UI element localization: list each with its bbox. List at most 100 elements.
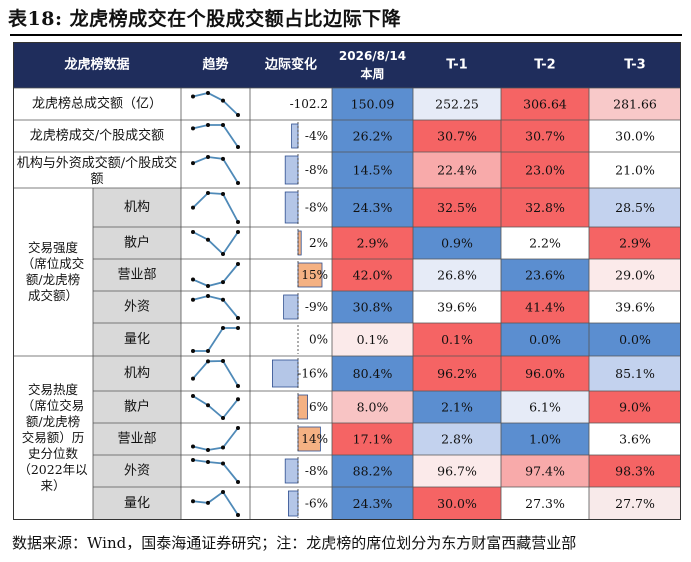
value-cell	[332, 455, 413, 487]
change-value: -8%	[305, 464, 328, 478]
change-value: -6%	[305, 497, 328, 511]
change-bar	[284, 191, 299, 224]
sparkline-point	[236, 262, 240, 266]
value-cell	[501, 120, 589, 152]
sparkline-point	[221, 192, 225, 197]
sparkline-point	[221, 461, 225, 466]
value-cell	[332, 152, 413, 188]
value-text: 27.3%	[525, 496, 565, 511]
header-current-date: 2026/8/14	[339, 49, 406, 63]
value-cell	[501, 227, 589, 259]
value-cell	[589, 455, 681, 487]
value-cell	[332, 227, 413, 259]
row-label-cell	[93, 188, 181, 227]
header-t2: T-2	[534, 58, 555, 73]
value-cell	[501, 487, 589, 520]
change-bar	[291, 123, 299, 149]
change-bar	[284, 458, 299, 484]
row-label-cell	[93, 259, 181, 291]
sparkline-point	[236, 181, 240, 185]
sparkline-point	[206, 403, 210, 408]
value-cell	[332, 188, 413, 227]
value-cell	[413, 188, 501, 227]
row-label: 营业部	[117, 432, 156, 447]
table-title: 表18: 龙虎榜成交在个股成交额占比边际下降	[8, 8, 402, 30]
value-text: 27.7%	[615, 496, 655, 511]
value-cell	[589, 487, 681, 520]
value-cell	[589, 391, 681, 423]
value-cell	[501, 356, 589, 391]
header-t1: T-1	[446, 58, 467, 73]
value-cell	[501, 455, 589, 487]
value-cell	[589, 188, 681, 227]
sparkline-trend	[192, 124, 239, 148]
row-label-cell	[93, 356, 181, 391]
value-cell	[501, 88, 589, 120]
value-cell	[589, 323, 681, 356]
value-text: 30.8%	[353, 300, 393, 315]
value-text: 0.1%	[441, 332, 473, 347]
value-cell	[589, 356, 681, 391]
value-text: 2.2%	[529, 236, 561, 251]
value-text: 98.3%	[615, 464, 655, 479]
value-cell	[413, 323, 501, 356]
value-text: 2.9%	[619, 236, 651, 251]
change-value: -8%	[305, 163, 328, 177]
value-text: 39.6%	[615, 300, 655, 315]
value-text: 281.66	[613, 97, 657, 112]
change-value: 2%	[309, 236, 328, 250]
value-cell	[413, 423, 501, 455]
sparkline-trend	[192, 490, 239, 516]
value-text: 96.2%	[437, 366, 477, 381]
sparkline-point	[236, 316, 240, 320]
value-text: 306.64	[523, 97, 567, 112]
sparkline-point	[236, 384, 240, 388]
sparkline-point	[236, 480, 240, 484]
value-text: 8.0%	[357, 400, 389, 415]
value-text: 32.8%	[525, 200, 565, 215]
sparkline-trend	[192, 395, 239, 420]
sparkline-point	[221, 252, 225, 256]
value-text: 6.1%	[529, 400, 561, 415]
change-bar	[287, 490, 299, 517]
value-text: 42.0%	[353, 268, 393, 283]
value-cell	[332, 391, 413, 423]
change-value: 15%	[301, 268, 328, 282]
sparkline-point	[206, 359, 210, 364]
change-bar	[297, 394, 309, 420]
table-svg: 龙虎榜数据 趋势 边际变化 2026/8/14 本周 T-1 T-2 T-3 交易强度（席位成交…	[13, 42, 681, 520]
sparkline-point	[191, 297, 195, 302]
value-text: 41.4%	[525, 300, 565, 315]
sparkline-point	[221, 359, 225, 363]
value-cell	[413, 487, 501, 520]
sparkline-point	[221, 123, 225, 127]
value-cell	[413, 259, 501, 291]
row-label: 龙虎榜总成交额（亿）	[32, 96, 162, 112]
longhubang-table: 龙虎榜数据 趋势 边际变化 2026/8/14 本周 T-1 T-2 T-3 交易强度（席位成交…	[13, 42, 681, 520]
sparkline-point	[191, 205, 195, 210]
value-text: 17.1%	[353, 432, 393, 447]
sparkline-trend	[193, 327, 238, 352]
change-value: -16%	[297, 367, 328, 381]
sparkline-trend	[192, 427, 239, 451]
value-text: 30.7%	[437, 129, 477, 144]
value-cell	[501, 188, 589, 227]
sparkline-point	[206, 123, 210, 127]
value-text: 1.0%	[529, 432, 561, 447]
change-bar	[297, 230, 302, 256]
value-text: 30.0%	[437, 496, 477, 511]
sparkline-point	[236, 426, 240, 430]
value-cell	[413, 88, 501, 120]
sparkline-point	[191, 94, 195, 99]
value-text: 3.6%	[619, 432, 651, 447]
change-bar	[283, 294, 299, 320]
sparkline-point	[206, 500, 210, 505]
sparkline-point	[206, 459, 210, 464]
sparkline-point	[236, 113, 240, 117]
value-cell	[332, 487, 413, 520]
row-label: 外资	[124, 464, 150, 479]
value-text: 30.7%	[525, 129, 565, 144]
change-value: -102.2	[290, 97, 328, 111]
sparkline-point	[206, 284, 210, 288]
change-bar	[271, 359, 299, 388]
